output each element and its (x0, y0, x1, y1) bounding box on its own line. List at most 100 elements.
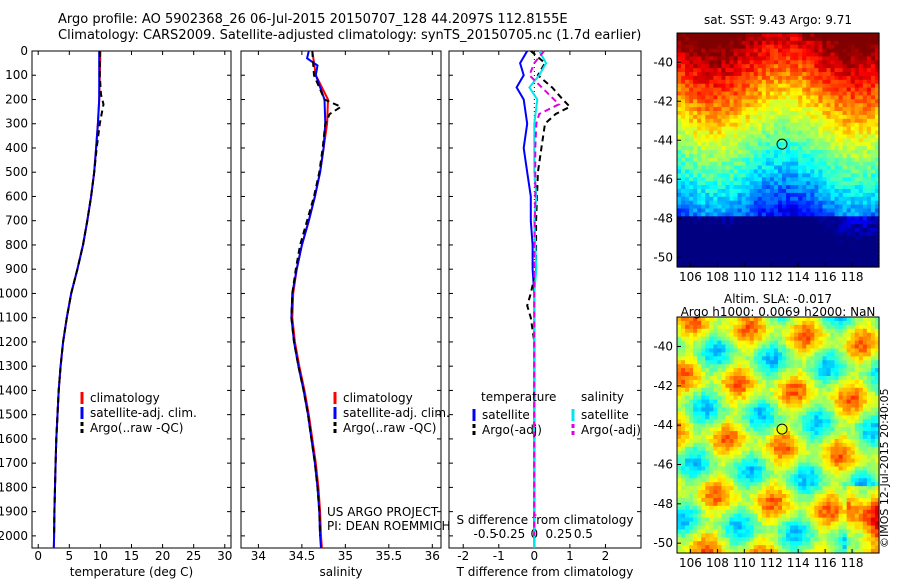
map-ytick-label: -46 (653, 172, 673, 186)
xaxis2-label: S difference from climatology (457, 513, 634, 527)
map-ytick-label: -42 (653, 379, 673, 393)
series-line-argo-raw-qc- (290, 50, 344, 536)
plot-frame-salinity (240, 50, 442, 549)
map-xtick-label: 106 (679, 270, 702, 284)
argo-location-marker (776, 138, 788, 150)
ytick-label: 2000 (0, 529, 28, 543)
map-xtick-label: 116 (814, 556, 837, 570)
map-ytick-label: -46 (653, 458, 673, 472)
series-line-temperature-argo-adj- (526, 50, 572, 536)
map-xtick-label: 108 (706, 556, 729, 570)
ytick-label: 1900 (0, 505, 28, 519)
xaxis-label-temperature: temperature (deg C) (70, 565, 193, 579)
ytick-label: 1500 (0, 408, 28, 422)
xtick-label: 35.5 (375, 549, 402, 563)
ytick-label: 1000 (0, 286, 28, 300)
map-sla-map (677, 317, 880, 554)
map-ytick-label: -48 (653, 497, 673, 511)
ytick-label: 800 (5, 238, 28, 252)
map-frame-sla-map (676, 316, 880, 554)
map-xtick-label: 114 (787, 270, 810, 284)
map-xtick-label: 118 (841, 270, 864, 284)
legend-label: satellite (482, 408, 530, 422)
map-ytick-label: -48 (653, 211, 673, 225)
ytick-label: 1800 (0, 480, 28, 494)
map-ytick-label: -44 (653, 133, 673, 147)
xtick-label: 5 (65, 549, 73, 563)
series-line-satellite-adj-clim- (52, 51, 101, 549)
xtick-label: 1 (566, 549, 574, 563)
legend-label: Argo(-adj) (482, 423, 542, 437)
map-ytick-label: -40 (653, 340, 673, 354)
map-ytick-label: -50 (653, 250, 673, 264)
legend-label: climatology (343, 391, 413, 405)
series-line-argo-raw-qc- (53, 51, 105, 536)
ytick-label: 300 (5, 117, 28, 131)
xtick-label: 10 (93, 549, 108, 563)
xtick2-label: 0.25 (546, 527, 573, 541)
xaxis-label-difference: T difference from climatology (456, 565, 634, 579)
xtick-label: 34 (251, 549, 266, 563)
legend-title-temperature: temperature (481, 390, 556, 404)
legend-label: Argo(..raw -QC) (90, 421, 183, 435)
map-frame-sst-map (676, 32, 880, 268)
map-xtick-label: 112 (760, 270, 783, 284)
legend-label: satellite-adj. clim. (90, 406, 197, 420)
map-ytick-label: -40 (653, 55, 673, 69)
xtick-label: 35 (338, 549, 353, 563)
ytick-label: 1300 (0, 359, 28, 373)
legend-label: Argo(-adj) (581, 423, 641, 437)
legend-title-salinity: salinity (581, 390, 624, 404)
map-xtick-label: 110 (733, 270, 756, 284)
legend-label: Argo(..raw -QC) (343, 421, 436, 435)
ytick-label: 1600 (0, 432, 28, 446)
ytick-label: 900 (5, 262, 28, 276)
xtick2-label: -0.5 (474, 527, 497, 541)
map-xtick-label: 112 (760, 556, 783, 570)
legend-label: climatology (90, 391, 160, 405)
map-title-sla-map: Altim. SLA: -0.017 (724, 292, 832, 306)
map-sst-map (677, 33, 880, 268)
map-xtick-label: 118 (841, 556, 864, 570)
map-xtick-label: 110 (733, 556, 756, 570)
map-ytick-label: -42 (653, 94, 673, 108)
argo-location-marker (776, 423, 788, 435)
xtick-label: 2 (602, 549, 610, 563)
xtick-label: 34.5 (289, 549, 316, 563)
ytick-label: 1400 (0, 383, 28, 397)
ytick-label: 400 (5, 141, 28, 155)
ytick-label: 500 (5, 165, 28, 179)
ytick-label: 600 (5, 189, 28, 203)
legend-label: satellite (581, 408, 629, 422)
ytick-label: 1200 (0, 335, 28, 349)
ytick-label: 0 (20, 44, 28, 58)
map-xtick-label: 106 (679, 556, 702, 570)
plot-frame-difference (448, 50, 642, 549)
ytick-label: 200 (5, 92, 28, 106)
map-subtitle-sla-map: Argo h1000: 0.0069 h2000: NaN (681, 305, 876, 319)
map-xtick-label: 116 (814, 270, 837, 284)
header-line-2: Climatology: CARS2009. Satellite-adjuste… (58, 28, 642, 43)
xtick-label: 25 (186, 549, 201, 563)
xtick-label: 20 (155, 549, 170, 563)
map-xtick-label: 114 (787, 556, 810, 570)
project-annotation: US ARGO PROJECT (327, 505, 439, 519)
map-xtick-label: 108 (706, 270, 729, 284)
xtick-label: 0 (531, 549, 539, 563)
header-line-1: Argo profile: AO 5902368_26 06-Jul-2015 … (58, 12, 568, 27)
xtick-label: 30 (217, 549, 232, 563)
xtick2-label: -0.25 (494, 527, 525, 541)
ytick-label: 700 (5, 214, 28, 228)
legend-label: satellite-adj. clim. (343, 406, 450, 420)
project-annotation: PI: DEAN ROEMMICH (327, 519, 450, 533)
xtick-label: -1 (493, 549, 505, 563)
xaxis-label-salinity: salinity (319, 565, 362, 579)
map-ytick-label: -50 (653, 536, 673, 550)
ytick-label: 1700 (0, 456, 28, 470)
plot-frame-temperature (31, 50, 232, 549)
map-title-sst-map: sat. SST: 9.43 Argo: 9.71 (704, 13, 852, 27)
ytick-label: 1100 (0, 311, 28, 325)
map-ytick-label: -44 (653, 418, 673, 432)
